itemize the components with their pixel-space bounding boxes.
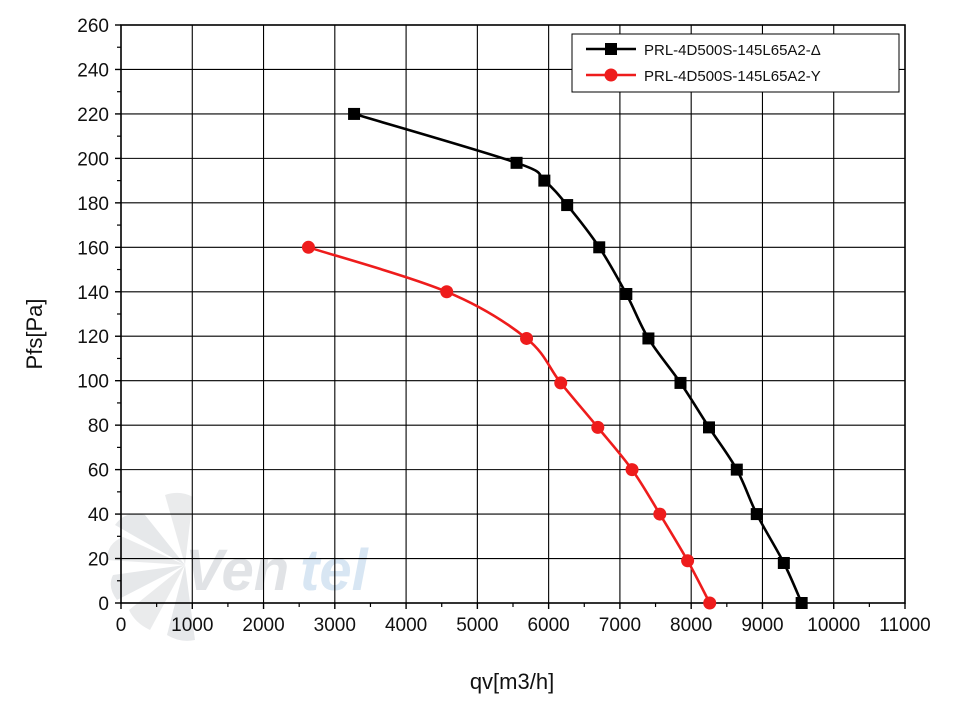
data-point <box>674 376 687 389</box>
x-axis-title: qv[m3/h] <box>470 669 554 694</box>
watermark-main-text: Ven <box>185 538 289 603</box>
y-tick-label: 0 <box>98 594 109 615</box>
data-point <box>510 156 523 169</box>
data-point <box>642 332 655 345</box>
x-tick-label: 4000 <box>385 615 427 636</box>
data-point <box>620 287 633 300</box>
y-tick-label: 240 <box>77 60 109 81</box>
data-point <box>777 556 790 569</box>
legend-marker <box>604 68 618 82</box>
data-point <box>730 463 743 476</box>
data-point <box>440 285 454 299</box>
data-point <box>750 508 763 521</box>
x-tick-label: 6000 <box>527 615 569 636</box>
data-point <box>625 463 639 477</box>
data-point <box>795 597 808 609</box>
y-tick-label: 260 <box>77 16 109 37</box>
y-tick-label: 100 <box>77 372 109 393</box>
x-tick-label: 1000 <box>171 615 213 636</box>
data-point <box>538 174 551 187</box>
x-tick-label: 9000 <box>741 615 783 636</box>
grid-lines <box>121 25 905 603</box>
legend-marker <box>605 43 617 55</box>
data-point <box>703 421 715 434</box>
y-tick-label: 20 <box>88 550 109 571</box>
plot-frame <box>120 24 906 604</box>
legend-label: PRL-4D500S-145L65A2-Y <box>644 68 821 85</box>
x-tick-label: 5000 <box>456 615 498 636</box>
series-1 <box>348 107 808 609</box>
legend-item: PRL-4D500S-145L65A2-Y <box>586 68 821 85</box>
tick-labels: 0 1000 2000 3000 4000 5000 6000 7000 8000 9000 100… <box>77 16 930 636</box>
y-tick-label: 120 <box>77 327 109 348</box>
series-2 <box>301 240 717 610</box>
data-point <box>520 331 534 345</box>
legend-label: PRL-4D500S-145L65A2-Δ <box>644 42 821 59</box>
y-tick-label: 180 <box>77 194 109 215</box>
axes <box>115 24 906 609</box>
data-point <box>593 241 606 254</box>
x-tick-label: 0 <box>116 615 127 636</box>
x-tick-label: 10000 <box>807 615 860 636</box>
y-tick-label: 140 <box>77 283 109 304</box>
data-point <box>348 107 361 120</box>
series-line <box>353 112 803 604</box>
x-tick-label: 8000 <box>670 615 712 636</box>
data-point <box>554 376 568 390</box>
legend-box <box>571 33 900 93</box>
x-tick-label: 7000 <box>599 615 641 636</box>
legend-item: PRL-4D500S-145L65A2-Δ <box>586 42 821 59</box>
y-tick-label: 40 <box>88 505 109 526</box>
data-point <box>301 240 315 254</box>
legend: PRL-4D500S-145L65A2-Δ PRL-4D500S-145L65A2… <box>571 33 900 93</box>
x-tick-label: 3000 <box>314 615 356 636</box>
series-layer <box>301 107 808 610</box>
data-point <box>591 420 605 434</box>
y-tick-label: 160 <box>77 238 109 259</box>
x-tick-label: 2000 <box>242 615 284 636</box>
data-point <box>561 199 574 212</box>
x-tick-label: 11000 <box>879 615 930 636</box>
y-tick-label: 200 <box>77 149 109 170</box>
y-axis-title: Pfs[Pa] <box>22 299 47 370</box>
y-tick-label: 220 <box>77 105 109 126</box>
data-point <box>703 596 717 610</box>
y-tick-label: 60 <box>88 461 109 482</box>
data-point <box>681 554 695 568</box>
data-point <box>653 507 667 521</box>
y-tick-label: 80 <box>88 416 109 437</box>
